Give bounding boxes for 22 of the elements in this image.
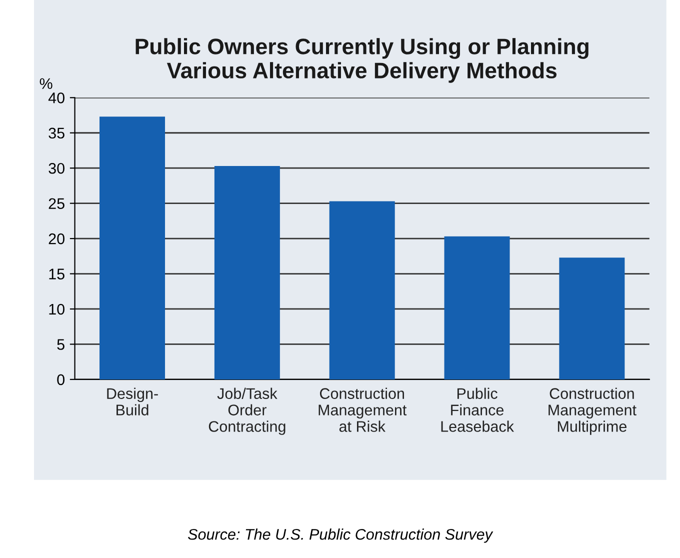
y-tick-label: 35 <box>48 128 64 139</box>
bar <box>444 236 510 380</box>
bar <box>329 201 395 380</box>
chart-title: Public Owners Currently Using or Planning Various Alternative Delivery Methods <box>136 38 588 83</box>
bar <box>214 166 280 380</box>
source-note: Source: The U.S. Public Construction Survey <box>188 528 494 543</box>
y-tick-label: 15 <box>49 268 64 280</box>
y-tick-label: 25 <box>48 198 64 210</box>
bar <box>559 258 625 380</box>
y-tick-label: 20 <box>48 233 64 244</box>
y-tick-label: 5 <box>57 339 64 350</box>
x-tick-label: Construction Management at Risk <box>318 388 407 432</box>
y-tick-label: 10 <box>49 304 64 315</box>
x-tick-label: Job/Task Order Contracting <box>208 388 286 435</box>
y-tick-label: 40 <box>48 92 64 104</box>
x-tick-label: Construction Management Multiprime <box>548 388 636 435</box>
x-tick-label: Design- Build <box>107 388 158 416</box>
x-tick-label: Public Finance Leaseback <box>441 388 514 432</box>
bar <box>100 116 166 380</box>
y-axis-title: % <box>40 78 52 89</box>
y-tick-label: 30 <box>48 162 64 174</box>
y-tick-label: 0 <box>57 374 64 386</box>
